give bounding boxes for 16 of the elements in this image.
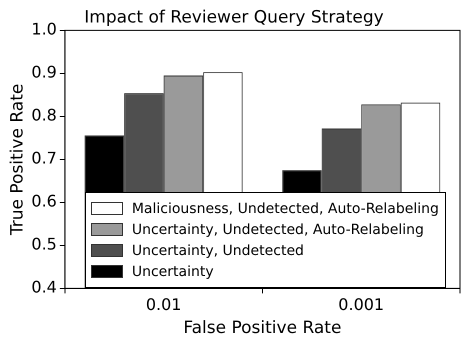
y-tick-label: 0.6 bbox=[31, 192, 57, 211]
x-tick-label: 0.01 bbox=[146, 295, 182, 314]
legend-label: Uncertainty, Undetected, Auto-Relabeling bbox=[132, 222, 424, 238]
y-axis-title: True Positive Rate bbox=[8, 84, 28, 236]
y-tick-label: 0.4 bbox=[31, 278, 57, 297]
y-tick-label: 0.7 bbox=[31, 148, 57, 168]
y-tick-label: 0.8 bbox=[31, 106, 57, 125]
chart-title: Impact of Reviewer Query Strategy bbox=[84, 8, 384, 28]
y-tick-label: 0.9 bbox=[31, 62, 57, 82]
y-tick-label: 0.5 bbox=[31, 234, 57, 254]
legend-label: Uncertainty bbox=[132, 264, 214, 280]
x-tick-label: 0.001 bbox=[338, 295, 384, 314]
x-axis-title: False Positive Rate bbox=[183, 318, 342, 338]
legend-label: Uncertainty, Undetected bbox=[132, 242, 304, 259]
legend-label: Maliciousness, Undetected, Auto-Relabeling bbox=[132, 200, 439, 217]
y-tick-label: 1.0 bbox=[31, 20, 57, 39]
